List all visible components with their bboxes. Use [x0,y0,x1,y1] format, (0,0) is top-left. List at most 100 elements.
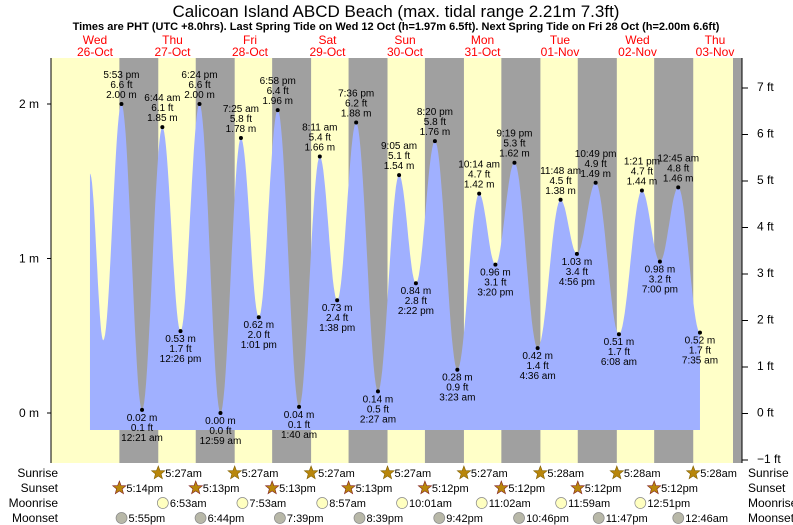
sunset-icon [570,480,586,495]
extreme-dot [432,139,437,144]
high-tide-label: 6:58 pm [260,76,296,87]
day-date: 03-Nov [696,45,735,59]
extreme-dot [455,367,460,372]
extreme-dot [256,315,261,320]
low-tide-label: 1:40 am [281,430,317,441]
right-tick-label: 2 ft [757,313,774,327]
high-tide-label: 9:19 pm [496,129,532,140]
sunset-icon [341,480,357,495]
low-tide-label: 1:38 pm [319,323,355,334]
day-name: Sat [318,33,337,47]
low-tide-label: 12:26 pm [160,354,202,365]
low-tide-label: 0.1 ft [288,420,310,431]
moonset-icon [433,512,446,524]
moonset-time: 11:47pm [606,513,648,525]
moonrise-time: 11:59am [568,498,610,510]
high-tide-label: 7:25 am [223,104,259,115]
extreme-dot [218,411,223,415]
day-date: 01-Nov [541,45,580,59]
moonrise-row-label: Moonrise [9,496,59,510]
left-tick-label: 2 m [19,97,39,111]
moonrise-icon [634,497,647,509]
sunrise-time: 5:27am [318,468,355,480]
sunrise-time: 5:27am [242,468,279,480]
high-tide-label: 1:21 pm [624,157,660,168]
high-tide-label: 1.76 m [420,127,451,138]
sunrise-time: 5:27am [471,468,508,480]
moonset-icon [353,512,366,524]
low-tide-label: 0.84 m [401,286,432,297]
sunset-icon [188,480,204,495]
low-tide-label: 2.0 ft [248,330,270,341]
sunrise-time: 5:28am [700,468,737,480]
sunrise-row-label: Sunrise [17,466,58,480]
extreme-dot [639,188,644,193]
moonrise-icon [236,497,249,509]
right-tick-label: −1 ft [757,452,781,466]
extreme-dot [477,191,482,196]
right-tick-label: 6 ft [757,127,774,141]
low-tide-label: 1:01 pm [241,340,277,351]
extreme-dot [375,389,380,394]
moonrise-time: 6:53am [170,498,207,510]
extreme-dot [335,298,340,303]
extreme-dot [275,108,280,113]
low-tide-label: 0.53 m [165,334,196,345]
extreme-dot [317,154,322,159]
day-name: Wed [83,33,107,47]
sunset-time: 5:12pm [585,483,622,495]
low-tide-label: 0.9 ft [446,383,468,394]
low-tide-label: 0.98 m [645,265,676,276]
extreme-dot [676,185,681,190]
sunrise-icon [380,465,396,480]
extreme-dot [119,102,124,106]
extreme-dot [413,281,418,286]
moonrise-time: 7:53am [249,498,286,510]
high-tide-label: 1.62 m [499,149,530,160]
day-date: 26-Oct [77,45,114,59]
extreme-dot [616,332,621,337]
day-date: 30-Oct [387,45,424,59]
day-name: Thu [705,33,726,47]
high-tide-label: 5.4 ft [309,133,331,144]
sunset-icon [493,480,509,495]
day-name: Thu [162,33,183,47]
chart-subtitle: Times are PHT (UTC +8.0hrs). Last Spring… [73,21,720,33]
low-tide-label: 0.0 ft [209,426,231,437]
low-tide-label: 0.52 m [685,336,716,347]
sunset-icon [264,480,280,495]
sunset-icon [646,480,662,495]
sunset-icon [111,480,127,495]
moonset-time: 9:42pm [446,513,483,525]
high-tide-label: 1.78 m [226,124,257,135]
day-name: Sun [394,33,415,47]
sunrise-icon [532,465,548,480]
high-tide-label: 1.54 m [384,161,415,172]
low-tide-label: 0.04 m [284,410,315,421]
moonset-icon [274,512,286,524]
low-tide-label: 2.8 ft [405,296,427,307]
high-tide-label: 1.49 m [580,169,611,180]
high-tide-label: 10:49 pm [575,149,617,160]
low-tide-label: 0.02 m [127,413,158,424]
sunrise-icon [303,465,319,480]
moonset-time: 5:55pm [129,513,166,525]
moonrise-time: 12:51pm [647,498,690,510]
high-tide-label: 1.85 m [147,113,178,124]
high-tide-label: 1.46 m [663,173,694,184]
low-tide-label: 3:23 am [439,393,475,404]
sunset-time: 5:12pm [432,483,469,495]
moonset-icon [672,512,685,524]
low-tide-label: 3.4 ft [566,267,588,278]
extreme-dot [493,262,498,267]
sunset-icon [417,480,433,495]
high-tide-label: 6.6 ft [110,80,132,91]
sunset-row-label: Sunset [21,481,59,495]
sunset-time: 5:13pm [203,483,240,495]
sunrise-time: 5:28am [624,468,661,480]
high-tide-label: 6:44 am [144,93,180,104]
moonset-time: 12:46am [685,513,728,525]
extreme-dot [238,135,243,140]
low-tide-label: 0.1 ft [131,423,153,434]
